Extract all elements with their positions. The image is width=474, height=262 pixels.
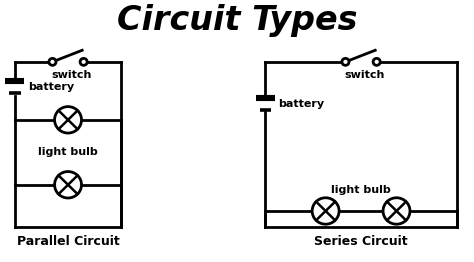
Text: battery: battery (28, 82, 74, 92)
Circle shape (49, 58, 56, 65)
Circle shape (342, 58, 349, 65)
Text: switch: switch (345, 70, 385, 80)
Circle shape (55, 172, 82, 198)
Circle shape (55, 107, 82, 133)
Text: Series Circuit: Series Circuit (314, 235, 408, 248)
Circle shape (312, 198, 339, 224)
Circle shape (373, 58, 380, 65)
Circle shape (80, 58, 87, 65)
Circle shape (383, 198, 410, 224)
Text: light bulb: light bulb (38, 147, 98, 157)
Text: battery: battery (279, 99, 325, 108)
Text: Parallel Circuit: Parallel Circuit (17, 235, 119, 248)
Text: light bulb: light bulb (331, 185, 391, 195)
Text: switch: switch (52, 70, 92, 80)
Text: Circuit Types: Circuit Types (117, 4, 357, 37)
